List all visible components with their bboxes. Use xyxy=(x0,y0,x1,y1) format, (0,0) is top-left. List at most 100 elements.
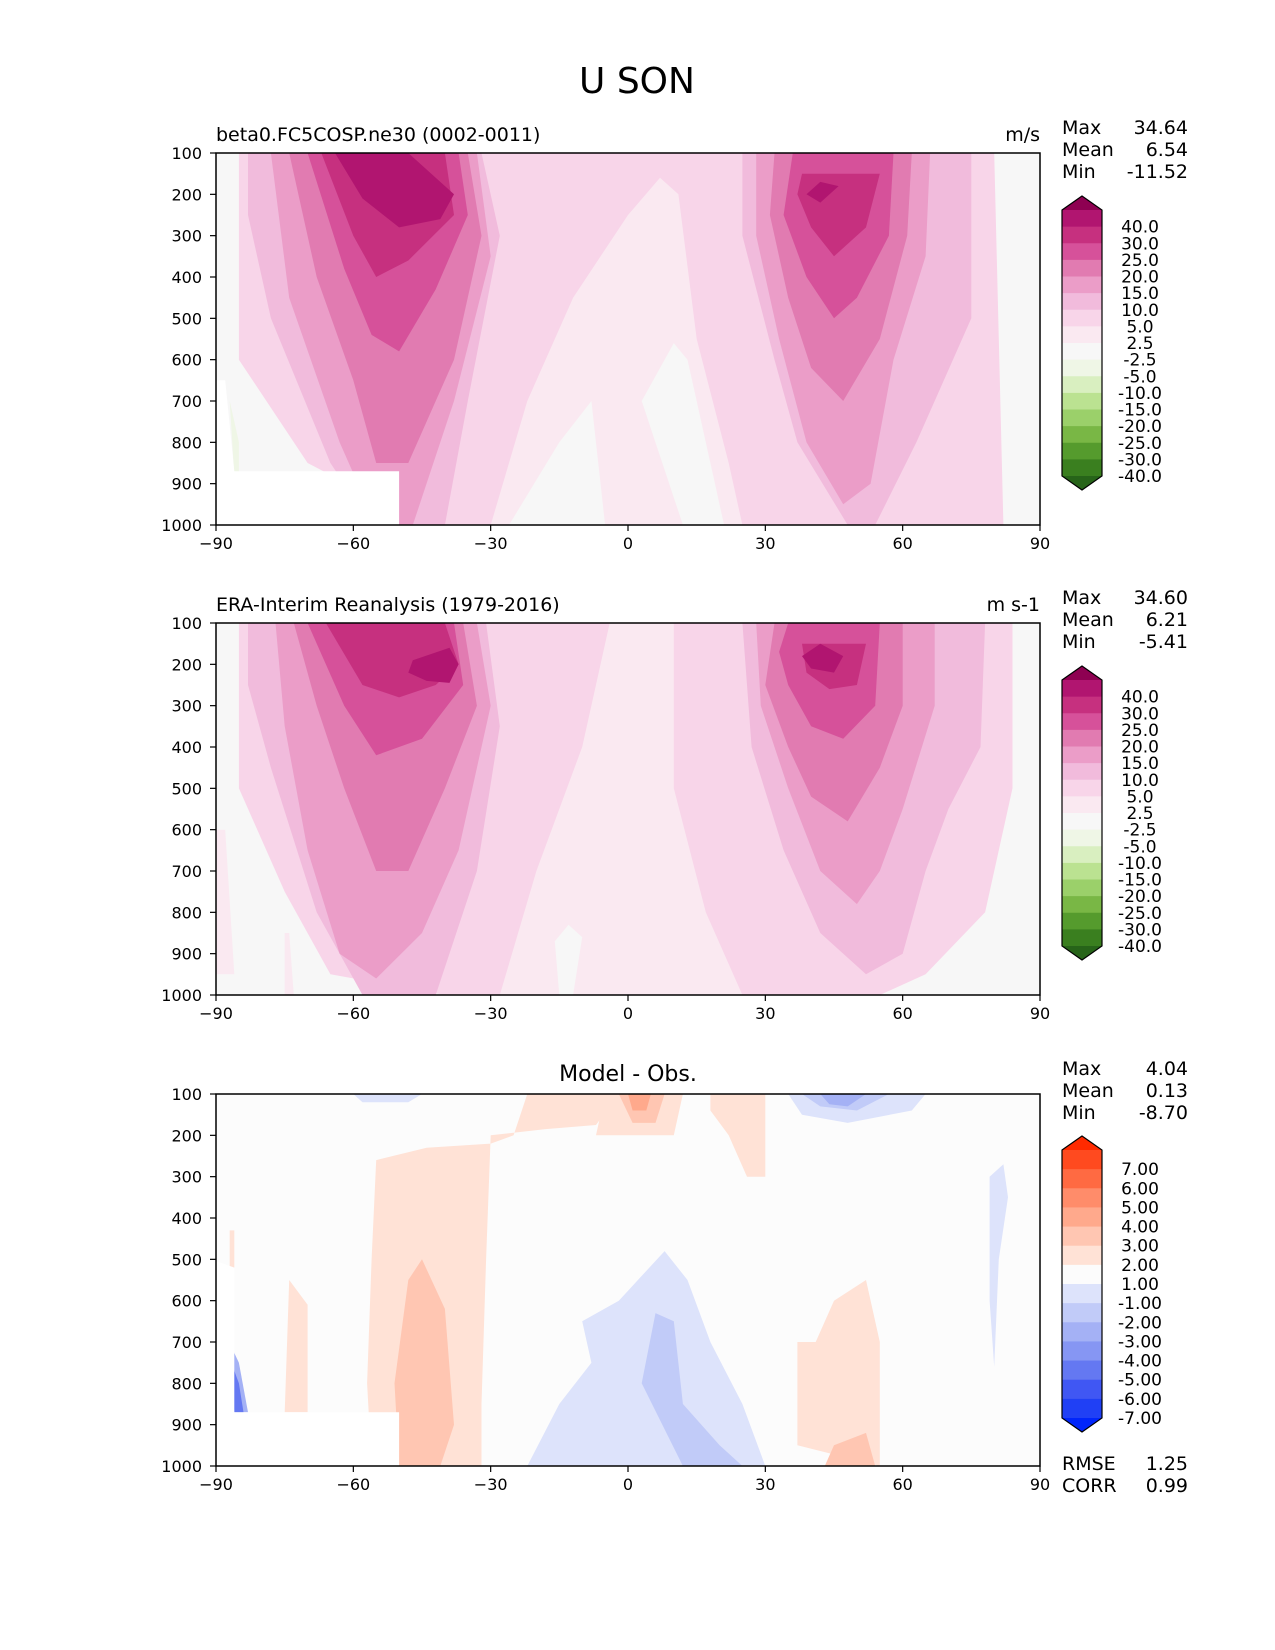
y-tick-label: 400 xyxy=(171,1209,202,1228)
y-tick-label: 600 xyxy=(171,351,202,370)
colorbar-tick-label: 6.00 xyxy=(1121,1179,1159,1199)
contour-region xyxy=(554,924,583,995)
colorbar-tick-label: 25.0 xyxy=(1121,721,1159,741)
colorbar-tick-label: 20.0 xyxy=(1121,268,1159,288)
colorbar-tick-label: -3.00 xyxy=(1118,1332,1162,1352)
colorbar-bin xyxy=(1062,763,1102,781)
colorbar-bin xyxy=(1062,1150,1102,1170)
colorbar-bin xyxy=(1062,442,1102,460)
colorbar-bin xyxy=(1062,293,1102,311)
colorbar-tick-label: -1.00 xyxy=(1118,1294,1162,1314)
y-tick-label: 400 xyxy=(171,268,202,287)
colorbar-tick-label: -25.0 xyxy=(1118,904,1162,924)
contour-region xyxy=(527,1251,766,1466)
colorbar-tick-label: -10.0 xyxy=(1118,384,1162,404)
colorbar-bin xyxy=(1062,226,1102,244)
y-axis: 100 200 300 400 500 600 700 800 900 1000 xyxy=(161,614,216,1005)
stat-label: RMSE xyxy=(1062,1453,1116,1475)
y-tick-label: 700 xyxy=(171,1333,202,1352)
x-tick-label: −90 xyxy=(199,534,233,553)
contour-region xyxy=(499,623,743,995)
colorbar-tick-label: 30.0 xyxy=(1121,234,1159,254)
colorbar-bin xyxy=(1062,896,1102,914)
contour-region xyxy=(509,401,606,525)
colorbar-tick-label: -15.0 xyxy=(1118,401,1162,421)
colorbar-bin xyxy=(1062,746,1102,764)
colorbar-tick-label: 5.0 xyxy=(1126,317,1153,337)
panel-difference: Model - Obs. −90 −60 −30 0 30 60 90 100 200 300 4… xyxy=(161,1058,1188,1497)
contour-region xyxy=(710,1094,766,1177)
stat-value: -11.52 xyxy=(1127,161,1188,183)
y-tick-label: 100 xyxy=(171,1085,202,1104)
y-tick-label: 500 xyxy=(171,309,202,328)
colorbar-tick-label: -10.0 xyxy=(1118,854,1162,874)
stat-label: Mean xyxy=(1062,139,1114,161)
stat-value: 4.04 xyxy=(1146,1058,1188,1080)
x-tick-label: 90 xyxy=(1030,1475,1050,1494)
stat-value: 34.64 xyxy=(1134,117,1188,139)
colorbar-tick-label: -5.00 xyxy=(1118,1371,1162,1391)
colorbar-bin xyxy=(1062,276,1102,294)
colorbar-extend-max xyxy=(1062,196,1102,210)
colorbar-tick-label: 10.0 xyxy=(1121,771,1159,791)
x-tick-label: 0 xyxy=(623,1004,633,1023)
colorbar-tick-label: -15.0 xyxy=(1118,871,1162,891)
x-tick-label: 30 xyxy=(755,534,775,553)
x-axis: −90 −60 −30 0 30 60 90 xyxy=(199,1466,1050,1494)
y-tick-label: 700 xyxy=(171,862,202,881)
colorbar-tick-label: 1.00 xyxy=(1121,1275,1159,1295)
colorbar-bin xyxy=(1062,680,1102,698)
stat-label: Mean xyxy=(1062,1080,1114,1102)
y-tick-label: 300 xyxy=(171,697,202,716)
y-tick-label: 700 xyxy=(171,392,202,411)
contour-region xyxy=(216,829,235,975)
stat-value: 6.21 xyxy=(1146,609,1188,631)
y-tick-label: 200 xyxy=(171,185,202,204)
x-tick-label: −30 xyxy=(474,1475,508,1494)
contour-region xyxy=(229,401,239,476)
masked-topography xyxy=(216,1260,400,1466)
colorbar-bin xyxy=(1062,326,1102,344)
stat-value: -5.41 xyxy=(1139,631,1188,653)
stat-label: Max xyxy=(1062,587,1101,609)
y-axis: 100 200 300 400 500 600 700 800 900 1000 xyxy=(161,1085,216,1476)
colorbar-extend-min xyxy=(1062,476,1102,490)
y-tick-label: 100 xyxy=(171,144,202,163)
colorbar-outline xyxy=(1061,195,1103,491)
colorbar-tick-label: -25.0 xyxy=(1118,434,1162,454)
y-tick-label: 300 xyxy=(171,1168,202,1187)
contour-fill-layer xyxy=(216,1094,1008,1466)
colorbar-tick-label: 7.00 xyxy=(1121,1160,1159,1180)
contour-region xyxy=(394,1259,454,1466)
colorbar-bin xyxy=(1062,1169,1102,1189)
contour-region xyxy=(335,153,454,228)
colorbar-bin xyxy=(1062,729,1102,748)
colorbar-tick-label: -40.0 xyxy=(1118,467,1162,487)
colorbar-bin xyxy=(1062,1284,1102,1304)
colorbar-bin xyxy=(1062,259,1102,278)
colorbar-bin xyxy=(1062,813,1102,831)
colorbar-tick-label: 4.00 xyxy=(1121,1218,1159,1238)
contour-region xyxy=(797,1280,880,1466)
colorbar-bin xyxy=(1062,1264,1102,1285)
colorbar-bin xyxy=(1062,912,1102,930)
colorbar-outline xyxy=(1061,665,1103,961)
colorbar-tick-label: -30.0 xyxy=(1118,920,1162,940)
stat-label: Max xyxy=(1062,1058,1101,1080)
colorbar-bin xyxy=(1062,210,1102,228)
x-tick-label: 60 xyxy=(892,1475,912,1494)
colorbar-extend-max xyxy=(1062,1136,1102,1150)
colorbar-bin xyxy=(1062,1341,1102,1362)
colorbar-tick-label: -40.0 xyxy=(1118,937,1162,957)
stat-label: Min xyxy=(1062,161,1096,183)
y-tick-label: 600 xyxy=(171,821,202,840)
colorbar-tick-label: -20.0 xyxy=(1118,887,1162,907)
colorbar-bin xyxy=(1062,779,1102,797)
y-tick-label: 900 xyxy=(171,945,202,964)
y-tick-label: 900 xyxy=(171,475,202,494)
contour-region xyxy=(628,1094,651,1111)
colorbar-bin xyxy=(1062,459,1102,477)
stat-label: Mean xyxy=(1062,609,1114,631)
colorbar-bin xyxy=(1062,376,1102,394)
x-tick-label: 90 xyxy=(1030,534,1050,553)
